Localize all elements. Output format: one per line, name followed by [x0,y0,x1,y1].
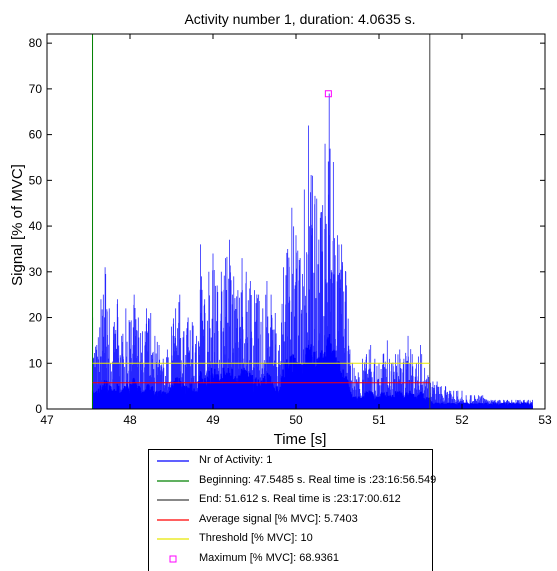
y-tick-label: 70 [29,82,43,96]
legend-marker-icon [169,555,177,562]
y-tick-label: 10 [29,356,43,370]
axes: 47 48 49 50 51 52 53 0 10 20 30 40 50 60 70 80 [29,33,552,427]
legend-item: Beginning: 47.5485 s. Real time is :23:1… [149,473,436,489]
y-tick-label: 20 [29,311,43,325]
legend-line-icon [157,538,189,540]
x-tick-label: 53 [538,413,552,427]
y-tick-label: 50 [29,173,43,187]
x-axis-label: Time [s] [274,431,327,448]
legend-label: Average signal [% MVC]: 5.7403 [199,512,358,525]
legend-item: Threshold [% MVC]: 10 [149,531,432,547]
legend-line-icon [157,499,189,501]
plot-content [91,34,533,409]
legend-label: Nr of Activity: 1 [199,454,273,466]
legend-line-icon [157,479,189,482]
series-nr-of-activity [92,93,533,409]
legend-item: End: 51.612 s. Real time is :23:17:00.61… [149,492,432,508]
y-tick-label: 80 [29,36,43,50]
legend-label: Beginning: 47.5485 s. Real time is :23:1… [199,473,437,486]
legend-item: Nr of Activity: 1 [149,453,432,469]
legend-line-icon [157,460,189,462]
y-tick-label: 30 [29,265,43,279]
x-tick-label: 49 [206,413,220,427]
y-tick-label: 60 [29,128,43,142]
legend-line-icon [157,518,189,521]
legend-label: Threshold [% MVC]: 10 [199,532,313,544]
legend-item: Average signal [% MVC]: 5.7403 [149,512,432,528]
x-tick-label: 47 [40,413,54,427]
y-axis-label: Signal [% of MVC] [9,164,26,286]
legend-label: Maximum [% MVC]: 68.9361 [199,551,339,564]
maximum-marker [324,90,332,98]
y-tick-label: 40 [29,219,43,233]
plot-area [91,34,533,409]
legend-marker-square [169,555,177,562]
legend-item: Maximum [% MVC]: 68.9361 [149,551,432,567]
chart-legend: Nr of Activity: 1 Beginning: 47.5485 s. R… [148,449,436,571]
x-tick-label: 50 [289,413,303,427]
x-tick-label: 48 [123,413,137,427]
x-tick-label: 52 [455,413,469,427]
y-tick-label: 0 [35,402,42,416]
chart-title: Activity number 1, duration: 4.0635 s. [184,11,415,27]
legend-label: End: 51.612 s. Real time is :23:17:00.61… [199,493,401,505]
x-tick-label: 51 [372,413,386,427]
